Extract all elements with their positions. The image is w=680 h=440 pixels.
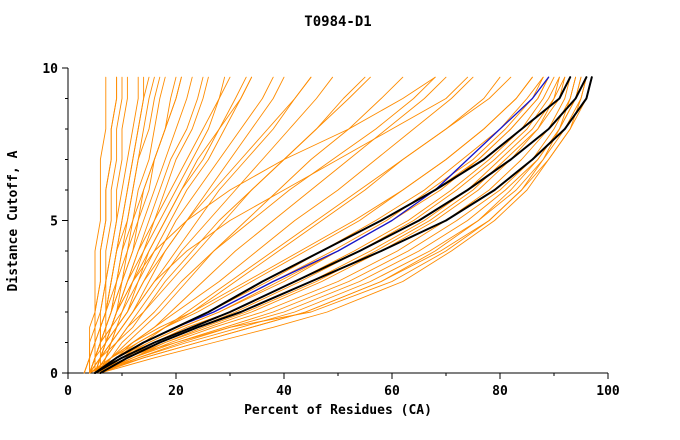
model-curves <box>89 76 371 374</box>
model-curves <box>83 76 182 374</box>
chart-title: T0984-D1 <box>304 14 371 30</box>
model-curves <box>89 76 550 374</box>
model-curves <box>99 76 587 374</box>
x-tick-label: 40 <box>276 384 292 399</box>
model-curves <box>99 76 501 374</box>
model-curves <box>94 76 155 374</box>
x-axis-label: Percent of Residues (CA) <box>244 403 432 418</box>
model-curves <box>94 76 150 374</box>
highlight-black-curve-3 <box>99 76 593 374</box>
model-curves <box>99 76 334 374</box>
x-tick-label: 20 <box>168 384 184 399</box>
model-curves <box>99 76 566 374</box>
x-tick-label: 80 <box>492 384 508 399</box>
x-tick-label: 0 <box>64 384 72 399</box>
highlight-black-curve-2 <box>94 76 588 374</box>
model-curves <box>89 76 533 374</box>
model-curves <box>94 76 253 374</box>
model-curves <box>83 76 118 374</box>
x-tick-label: 100 <box>596 384 620 399</box>
model-curves <box>89 76 166 374</box>
model-curves <box>94 76 404 374</box>
model-curves <box>94 76 577 374</box>
highlight-black-curve-1 <box>94 76 572 374</box>
axes: 0 20 40 60 80 100 0 5 10 <box>42 62 620 399</box>
y-tick-label: 10 <box>42 62 58 77</box>
curves <box>83 76 593 374</box>
model-curves <box>94 76 577 374</box>
model-curves <box>99 76 436 374</box>
model-curves <box>94 76 566 374</box>
model-curves <box>94 76 469 374</box>
model-curves <box>89 76 204 374</box>
model-curves <box>94 76 587 374</box>
model-curves <box>94 76 560 374</box>
y-tick-label: 5 <box>50 215 58 230</box>
y-axis-label: Distance Cutoff, A <box>6 150 21 291</box>
x-tick-label: 60 <box>384 384 400 399</box>
y-tick-label: 0 <box>50 367 58 382</box>
